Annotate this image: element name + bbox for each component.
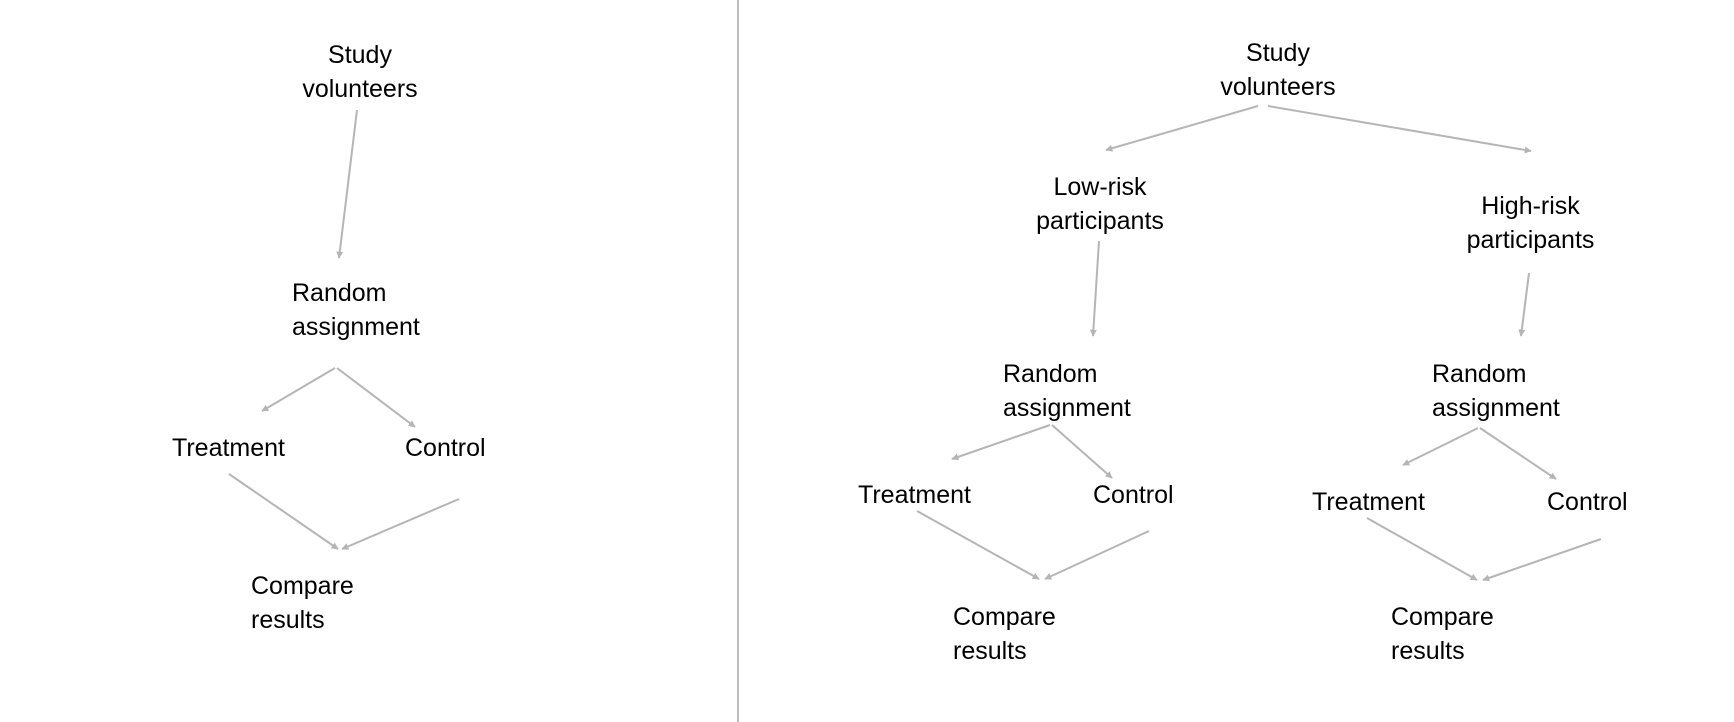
node-line: results [953,637,1027,665]
node-line: Compare [251,572,354,600]
node-low-risk-participants: Low-risk participants [1020,170,1180,238]
arrow-high-risk-random-to-treatment [1402,427,1479,466]
arrow-high-risk-to-random [1518,272,1530,337]
node-random-assignment: Random assignment [292,276,420,344]
arrow-volunteers-to-high-risk [1267,105,1532,154]
node-treatment: Treatment [172,434,286,462]
arrow-volunteers-to-random [336,109,358,259]
node-line: High-risk [1481,192,1580,220]
node-low-risk-compare-results: Compare results [953,600,1056,668]
arrow-high-risk-treatment-to-compare [1366,517,1478,581]
node-line: assignment [1003,394,1131,422]
node-line: Compare [953,603,1056,631]
node-control: Control [405,434,486,462]
node-compare-results: Compare results [251,569,354,637]
node-study-volunteers-blocked: Study volunteers [1198,36,1358,104]
node-study-volunteers: Study volunteers [280,38,440,106]
node-line: results [251,606,325,634]
arrow-random-to-treatment [261,367,336,412]
arrow-low-risk-random-to-control [1051,424,1113,479]
node-line: participants [1036,207,1164,235]
node-line: Low-risk [1053,173,1147,201]
node-line: Random [1003,360,1098,388]
node-line: results [1391,637,1465,665]
node-line: Random [1432,360,1527,388]
arrow-random-to-control [336,367,416,428]
node-line: Study [1246,39,1310,67]
node-low-risk-control: Control [1093,481,1174,509]
node-high-risk-random-assignment: Random assignment [1432,357,1560,425]
arrow-low-risk-control-to-compare [1044,530,1150,580]
arrow-low-risk-treatment-to-compare [916,510,1040,580]
arrow-high-risk-control-to-compare [1482,538,1602,582]
arrow-high-risk-random-to-control [1479,427,1557,480]
node-low-risk-treatment: Treatment [858,481,972,509]
node-high-risk-participants: High-risk participants [1448,189,1613,257]
node-line: Random [292,279,387,307]
node-line: Study [328,41,392,69]
node-line: volunteers [1220,73,1336,101]
arrow-volunteers-to-low-risk [1105,105,1259,152]
node-line: assignment [1432,394,1560,422]
node-low-risk-random-assignment: Random assignment [1003,357,1131,425]
node-high-risk-control: Control [1547,488,1628,516]
node-line: Compare [1391,603,1494,631]
node-high-risk-treatment: Treatment [1312,488,1426,516]
arrow-low-risk-random-to-treatment [951,424,1051,461]
arrow-low-risk-to-random [1089,240,1100,337]
node-line: volunteers [302,75,418,103]
node-high-risk-compare-results: Compare results [1391,600,1494,668]
arrow-treatment-to-compare [228,473,339,550]
node-line: participants [1466,226,1595,254]
panel-divider [737,0,739,722]
arrow-control-to-compare [341,498,460,550]
node-line: assignment [292,313,420,341]
